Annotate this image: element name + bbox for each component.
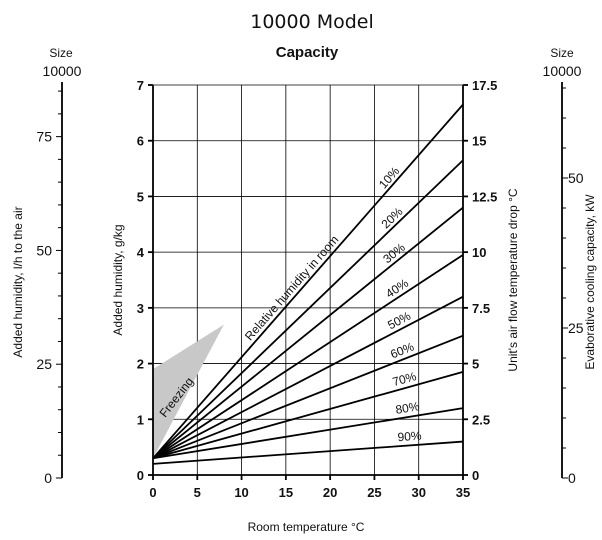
y2-tick-label: 15 <box>472 134 486 149</box>
y2-tick-label: 10 <box>472 245 486 260</box>
y2-tick-label: 2.5 <box>472 412 490 427</box>
y-tick-label: 3 <box>137 301 144 316</box>
x-tick-label: 15 <box>279 485 293 500</box>
y-axis-label: Added humidity, g/kg <box>111 224 125 335</box>
y-tick-label: 6 <box>137 134 144 149</box>
chart-title: 10000 Model <box>250 11 374 33</box>
left-size-label: Size <box>49 46 73 60</box>
relative-humidity-annotation: Relative humidity in room <box>242 233 341 344</box>
curve-label: 10% <box>376 164 403 192</box>
curve-30pct <box>152 206 464 459</box>
right-scale-label: Evaborative cooling capacity, kW <box>583 194 597 370</box>
curve-label: 90% <box>397 429 422 445</box>
curve-60pct <box>152 334 464 460</box>
curve-label: 80% <box>394 399 420 417</box>
right-size-label: Size <box>550 46 574 60</box>
side-tick-label: 75 <box>36 129 52 145</box>
curve-70pct <box>152 371 464 460</box>
y-tick-label: 0 <box>137 468 144 483</box>
curve-label: 50% <box>385 309 413 333</box>
x-tick-label: 25 <box>367 485 381 500</box>
curve-80pct <box>152 407 464 460</box>
right-side-scale: Size 10000 0 25 50 Evaborative cooling cap… <box>543 46 597 486</box>
chart-subtitle: Capacity <box>276 44 339 61</box>
y2-tick-label: 12.5 <box>472 189 497 204</box>
freezing-region <box>153 324 224 459</box>
x-tick-label: 30 <box>411 485 425 500</box>
side-tick-label: 50 <box>36 242 52 258</box>
x-axis-label: Room temperature °C <box>248 520 365 534</box>
plot-area: 10%20%30%40%50%60%70%80%90% 0 5 10 15 20 25 30… <box>137 78 498 500</box>
side-tick-label: 50 <box>568 170 584 186</box>
left-side-scale: Size 10000 0 25 50 75 Added humidity, l/h t… <box>11 46 82 486</box>
y-tick-label: 1 <box>137 412 144 427</box>
y-tick-label: 7 <box>137 78 144 93</box>
curve-label: 60% <box>388 339 416 361</box>
curve-10pct <box>152 103 464 459</box>
curve-label: 20% <box>379 204 406 231</box>
left-scale-label: Added humidity, l/h to the air <box>11 206 25 357</box>
right-size-value: 10000 <box>543 63 582 79</box>
x-tick-label: 0 <box>149 485 156 500</box>
y-tick-label: 4 <box>137 245 145 260</box>
side-tick-label: 0 <box>568 470 576 486</box>
x-tick-label: 35 <box>456 485 470 500</box>
side-tick-label: 25 <box>568 320 584 336</box>
y-tick-label: 5 <box>137 189 144 204</box>
y-tick-label: 2 <box>137 357 144 372</box>
curve-90pct <box>152 440 464 465</box>
y2-tick-label: 17.5 <box>472 78 497 93</box>
curve-label: 70% <box>391 369 418 389</box>
curve-40pct <box>152 254 464 460</box>
x-tick-label: 10 <box>234 485 248 500</box>
x-tick-label: 20 <box>323 485 337 500</box>
side-tick-label: 0 <box>44 470 52 486</box>
left-size-value: 10000 <box>43 63 82 79</box>
y2-tick-label: 0 <box>472 468 479 483</box>
y2-axis-label: Unit's air flow temperature drop °C <box>506 188 520 371</box>
x-tick-label: 5 <box>194 485 201 500</box>
y2-tick-label: 5 <box>472 357 479 372</box>
y2-tick-label: 7.5 <box>472 301 490 316</box>
curve-20pct <box>152 159 464 459</box>
side-tick-label: 25 <box>36 356 52 372</box>
curve-50pct <box>152 295 464 460</box>
